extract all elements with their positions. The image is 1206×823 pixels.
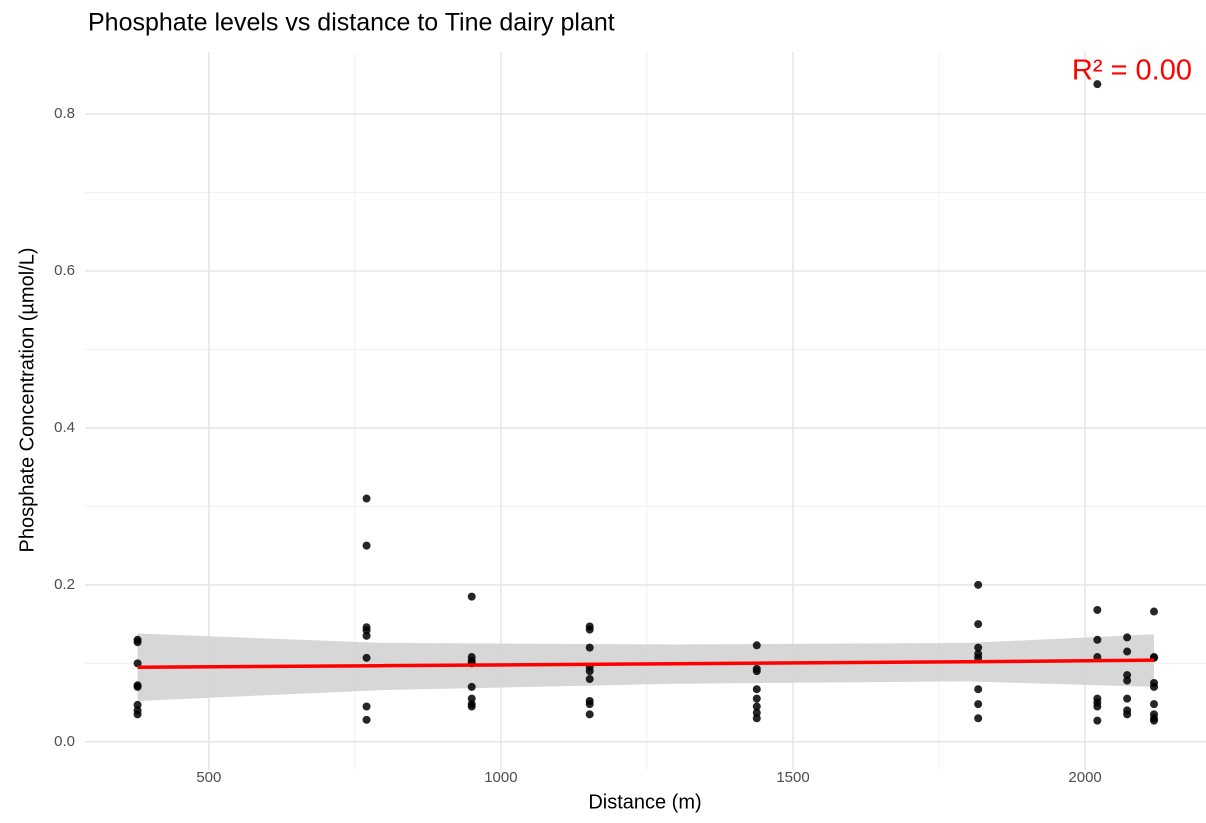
x-tick-label: 2000	[1068, 769, 1101, 786]
point	[362, 626, 371, 635]
point	[362, 715, 371, 724]
x-tick-label: 1500	[776, 769, 809, 786]
point	[133, 682, 142, 691]
point	[585, 643, 594, 652]
point	[974, 653, 983, 662]
point	[752, 702, 761, 711]
point	[133, 638, 142, 647]
y-tick-label: 0.8	[54, 105, 75, 122]
point	[1093, 80, 1102, 89]
point	[752, 641, 761, 650]
point	[467, 694, 476, 703]
chart-title: Phosphate levels vs distance to Tine dai…	[88, 9, 615, 37]
point	[1093, 702, 1102, 711]
point	[362, 653, 371, 662]
point	[585, 710, 594, 719]
point	[467, 592, 476, 601]
point	[585, 675, 594, 684]
point	[1123, 710, 1132, 719]
point	[362, 702, 371, 711]
point	[752, 685, 761, 694]
point	[585, 667, 594, 676]
point	[133, 659, 142, 668]
point	[1123, 694, 1132, 703]
point	[1150, 700, 1159, 709]
y-tick-label: 0.2	[54, 576, 75, 593]
point	[752, 694, 761, 703]
point	[1093, 635, 1102, 644]
point	[362, 541, 371, 550]
point	[585, 700, 594, 709]
point	[1123, 647, 1132, 656]
x-axis-title: Distance (m)	[588, 791, 701, 813]
point	[1150, 682, 1159, 691]
confidence-band	[137, 633, 1155, 701]
point	[133, 710, 142, 719]
point	[467, 702, 476, 711]
y-tick-label: 0.4	[54, 419, 75, 436]
point	[1123, 676, 1132, 685]
x-tick-label: 1000	[484, 769, 517, 786]
y-tick-label: 0.6	[54, 262, 75, 279]
point	[1093, 605, 1102, 614]
point	[585, 625, 594, 634]
point	[752, 667, 761, 676]
point	[1150, 716, 1159, 725]
point	[1150, 607, 1159, 616]
point	[974, 643, 983, 652]
fit-line	[137, 658, 1155, 669]
y-axis-title: Phosphate Concentration (µmol/L)	[16, 247, 38, 552]
point	[362, 631, 371, 640]
point	[133, 700, 142, 709]
x-tick-label: 500	[196, 769, 221, 786]
point	[752, 708, 761, 717]
point	[974, 714, 983, 723]
point	[467, 682, 476, 691]
point	[752, 714, 761, 723]
point	[1093, 716, 1102, 725]
point	[1123, 671, 1132, 680]
point	[1123, 633, 1132, 642]
annotation: R² = 0.00	[1072, 55, 1192, 87]
point	[974, 620, 983, 629]
point	[362, 494, 371, 503]
point	[974, 685, 983, 694]
y-tick-label: 0.0	[54, 733, 75, 750]
point	[974, 580, 983, 589]
point	[974, 700, 983, 709]
